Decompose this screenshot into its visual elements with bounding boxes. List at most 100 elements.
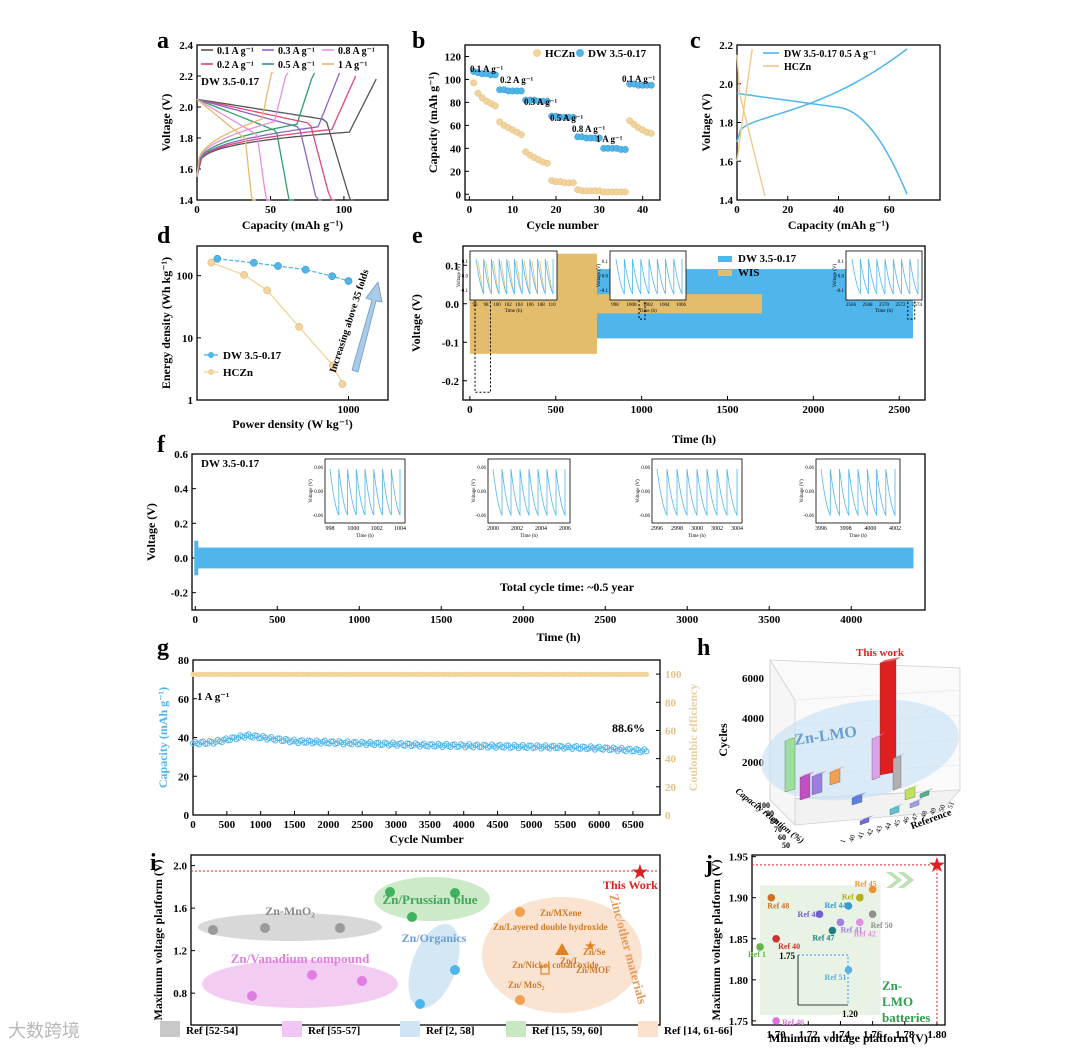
panel-d-y-tick-label: 100	[177, 271, 194, 283]
panel-g-capacity-point	[251, 732, 258, 739]
panel-f-annotation: Total cycle time: ~0.5 year	[500, 580, 635, 594]
panel-g-x-tick-label: 2000	[317, 819, 340, 831]
panel-i-point-0-2	[335, 923, 345, 933]
panel-h-y-tick-label: 51	[946, 800, 956, 810]
panel-i-y-tick-label: 0.8	[173, 988, 187, 1000]
panel-j-point-label-7: Ref 42	[854, 929, 876, 938]
panel-h-bar-3	[892, 755, 902, 791]
panel-f-x-tick-label: 0	[193, 614, 199, 626]
panel-g-x-tick-label: 2500	[351, 819, 374, 831]
panel-g-y2-tick-label: 100	[665, 669, 682, 681]
panel-e-inset-x-tick-label: 1002	[643, 303, 654, 308]
panel-e-y-tick-label: -0.2	[442, 376, 460, 388]
panel-e-inset-x-tick-label: 1000	[627, 303, 638, 308]
panel-b-point-0-41	[647, 130, 655, 137]
panel-i-legend-label-0: Ref [52-54]	[186, 1025, 238, 1037]
panel-j-point-label-0: Ref 1	[748, 950, 766, 959]
panel-g-capacity-point	[427, 741, 433, 748]
panel-j-inset-label-0: 1.75	[779, 951, 795, 961]
panel-i-legend-swatch-2	[400, 1021, 420, 1037]
panel-j-group-label-line2: LMO	[882, 994, 913, 1009]
panel-j-inset-label-1: 1.20	[842, 1009, 858, 1019]
panel-e-inset-dw-curve-1	[615, 258, 683, 295]
panel-h-x-tick-label: 100	[758, 801, 770, 810]
panel-j-highlight-star-icon: ★	[929, 855, 946, 875]
panel-j-point-label-2: Ref 48	[767, 902, 789, 911]
panel-f-x-tick-label: 500	[269, 614, 286, 626]
panel-e-inset-x-tick-label: 2572	[896, 303, 907, 308]
panel-i-group-label-1: Zn/Prussian blue	[382, 892, 477, 907]
panel-f-inset-x-tick-label: 3000	[691, 526, 703, 532]
panel-j-point-11	[844, 966, 853, 974]
panel-d-point-0-0	[213, 254, 222, 263]
panel-a-legend-label-4: 0.8 A g⁻¹	[338, 46, 375, 57]
panel-g-x-tick-label: 6000	[588, 819, 611, 831]
panel-a-legend-label-1: 0.2 A g⁻¹	[217, 60, 254, 71]
panel-g-capacity-point	[225, 737, 231, 744]
panel-g-capacity-point	[328, 738, 335, 745]
panel-b-rate-label-4: 0.8 A g⁻¹	[572, 124, 606, 134]
panel-e-inset-dw-curve-0	[475, 258, 554, 295]
panel-i-group-label-0: Zn-MnO₂	[265, 904, 315, 918]
panel-g-x-tick-label: 5000	[520, 819, 543, 831]
panel-i-highlight: This Work	[603, 878, 658, 892]
panel-label-j: j	[704, 852, 713, 878]
panel-label-b: b	[412, 28, 425, 54]
panel-d-point-0-2	[274, 262, 282, 270]
panel-i-ellipse-1	[374, 877, 490, 921]
panel-j-point-label-5: Ref 44	[825, 901, 847, 910]
panel-f-x-tick-label: 3000	[676, 614, 699, 626]
panel-h-y-tick-label: 45	[892, 818, 902, 828]
panel-j-y-tick-label: 1.85	[729, 934, 749, 946]
panel-e-inset-x-tick-label: 2574	[912, 303, 923, 308]
panel-f-inset-y-tick-label: -0.06	[804, 514, 815, 519]
panel-e-inset-y-tick-label: -0.1	[836, 289, 844, 294]
panel-f-x-tick-label: 3500	[758, 614, 781, 626]
panel-d-line-0	[217, 258, 349, 282]
panel-g-capacity-point	[526, 742, 532, 749]
panel-label-h: h	[697, 635, 710, 661]
panel-e-inset-ylabel: Voltage (V)	[457, 263, 462, 287]
panel-h-bar-top-3	[893, 752, 906, 759]
panel-e-inset-x-tick-label: 100	[493, 303, 501, 308]
panel-e-inset-ylabel: Voltage (V)	[597, 263, 602, 287]
panel-e-inset-y-tick-label: -0.1	[600, 289, 608, 294]
panel-h-bar-top-12	[860, 815, 874, 821]
panel-d-point-0-5	[344, 277, 353, 285]
panel-f-inset-curve-3	[820, 468, 896, 517]
panel-d-point-1-1	[240, 271, 248, 279]
panel-a-legend-label-5: 1 A g⁻¹	[338, 60, 367, 71]
panel-e-y-tick-label: 0.0	[445, 299, 459, 311]
panel-b-legend-dot-0	[533, 49, 541, 57]
panel-h-bar-top-9	[890, 803, 904, 810]
panel-label-a: a	[157, 28, 169, 54]
watermark: 大数跨境	[8, 1021, 80, 1042]
panel-b-rate-label-2: 0.3 A g⁻¹	[524, 97, 558, 107]
panel-g-capacity-point	[643, 748, 650, 755]
panel-g-capacity-point	[377, 742, 384, 748]
panel-i-legend-swatch-4	[638, 1021, 658, 1037]
panel-e-legend-swatch-0	[718, 256, 732, 262]
panel-h-y-tick-label: 43	[874, 824, 884, 834]
panel-h-y-tick-label: 47	[910, 812, 920, 822]
panel-d-line-1	[211, 261, 344, 385]
panel-e-inset-x-tick-label: 1004	[660, 303, 671, 308]
panel-i-legend-label-1: Ref [55-57]	[308, 1025, 360, 1037]
panel-j-point-12	[772, 1017, 780, 1025]
panel-h-bar-top-11	[920, 788, 934, 794]
panel-c-y-tick-label: 1.4	[719, 195, 733, 207]
panel-e-inset-y-tick-label: 0.0	[838, 275, 845, 280]
panel-b-point-1-23	[569, 113, 577, 121]
panel-a-xlabel: Capacity (mAh g⁻¹)	[242, 218, 343, 232]
panel-h-y-tick-label: 50	[937, 803, 947, 813]
panel-g-x-tick-label: 3500	[419, 819, 442, 831]
panel-i-group-label-3: Zn/Organics	[402, 931, 467, 945]
panel-f-inset-xlabel: Time (h)	[520, 534, 538, 539]
panel-i-y-tick-label: 1.6	[173, 903, 187, 915]
panel-h-x-tick-label: 80	[770, 817, 778, 826]
panel-a-discharge-curve-3	[196, 98, 294, 201]
panel-i-other-label-0: Zn/MXene	[540, 908, 582, 918]
panel-f-inset-x-tick-label: 2998	[671, 526, 683, 532]
panel-a-legend-label-0: 0.1 A g⁻¹	[217, 46, 254, 57]
panel-j-point-label-10: Ref 50	[871, 921, 893, 930]
